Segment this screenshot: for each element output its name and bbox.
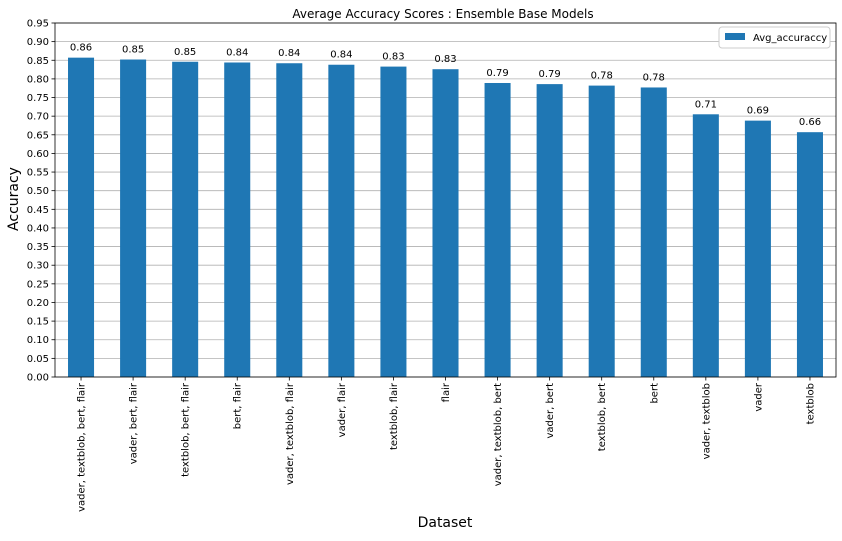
x-tick-label: vader, textblob, bert: [493, 383, 504, 486]
x-tick-label: textblob, flair: [389, 382, 400, 450]
bar: [68, 57, 95, 378]
x-tick-label: vader, bert: [545, 383, 556, 439]
data-labels: 0.86 0.85 0.85 0.84 0.84 0.84 0.83 0.83 0.79 0.79…: [70, 43, 821, 129]
y-tick-label: 0.10: [27, 335, 49, 346]
y-tick-label: 0.25: [27, 279, 49, 290]
x-tick-label: textblob: [805, 383, 816, 424]
x-tick-label: vader, textblob: [701, 383, 712, 459]
y-tick-label: 0.80: [27, 74, 49, 85]
bar: [536, 84, 563, 378]
bar-value-label: 0.86: [70, 43, 92, 54]
bar: [640, 87, 667, 377]
x-tick-label: bert: [649, 383, 660, 404]
x-tick-label: vader, bert, flair: [129, 382, 140, 464]
y-tick-label: 0.65: [27, 130, 49, 141]
y-tick-label: 0.60: [27, 149, 49, 160]
bar: [224, 62, 251, 377]
bar-value-label: 0.79: [486, 68, 508, 79]
y-tick-label: 0.30: [27, 261, 49, 272]
bar: [380, 66, 407, 377]
y-tick-label: 0.35: [27, 242, 49, 253]
bar-value-label: 0.84: [278, 48, 300, 59]
y-tick-label: 0.85: [27, 56, 49, 67]
bar-value-label: 0.85: [174, 47, 196, 58]
bar-value-label: 0.66: [799, 117, 821, 128]
y-tick-label: 0.70: [27, 112, 49, 123]
y-tick-label: 0.50: [27, 186, 49, 197]
y-tick-label: 0.05: [27, 354, 49, 365]
bar-value-label: 0.69: [747, 106, 769, 117]
y-axis-label: Accuracy: [6, 167, 22, 231]
x-tick-label: flair: [441, 382, 452, 402]
bar-value-label: 0.84: [330, 50, 352, 61]
x-axis-label: Dataset: [418, 515, 473, 531]
y-tick-label: 0.90: [27, 37, 49, 48]
y-tick-label: 0.75: [27, 93, 49, 104]
x-tick-label: vader, textblob, flair: [285, 382, 296, 485]
x-tick-label: textblob, bert: [597, 383, 608, 451]
bar: [796, 132, 823, 377]
bar-value-label: 0.83: [382, 52, 404, 63]
bar-value-label: 0.85: [122, 45, 144, 56]
y-tick-label: 0.55: [27, 168, 49, 179]
bar: [276, 63, 303, 378]
bar-value-label: 0.83: [434, 54, 456, 65]
bar: [692, 114, 719, 377]
bars: [68, 57, 823, 378]
bar: [744, 120, 771, 378]
chart-title: Average Accuracy Scores : Ensemble Base …: [292, 7, 593, 21]
bar: [484, 82, 511, 377]
y-tick-label: 0.45: [27, 205, 49, 216]
y-tick-label: 0.15: [27, 317, 49, 328]
y-tick-label: 0.40: [27, 223, 49, 234]
legend: Avg_accuraccy: [718, 26, 831, 49]
axes: 0.00 0.05 0.10 0.15 0.20 0.25 0.30 0.35 0.40 0.45…: [27, 19, 837, 512]
bar-value-label: 0.79: [539, 69, 561, 80]
bar-value-label: 0.71: [695, 99, 717, 110]
bar: [432, 69, 459, 378]
bar: [328, 64, 355, 377]
legend-frame: [718, 26, 831, 49]
y-tick-label: 0.20: [27, 298, 49, 309]
y-tick-label: 0.00: [27, 373, 49, 384]
x-tick-label: vader, textblob, bert, flair: [77, 382, 88, 512]
bar: [120, 59, 147, 378]
legend-label: Avg_accuraccy: [753, 33, 827, 44]
y-tick-label: 0.95: [27, 19, 49, 30]
x-tick-label: textblob, bert, flair: [181, 382, 192, 477]
bar-value-label: 0.84: [226, 47, 248, 58]
bar-value-label: 0.78: [591, 71, 613, 82]
x-tick-label: vader: [753, 382, 764, 412]
bar-value-label: 0.78: [643, 72, 665, 83]
bar: [172, 61, 199, 377]
legend-swatch: [725, 33, 745, 40]
x-tick-label: bert, flair: [233, 382, 244, 429]
bar: [588, 85, 615, 377]
plot-frame: [54, 22, 837, 378]
x-tick-label: vader, flair: [337, 382, 348, 437]
